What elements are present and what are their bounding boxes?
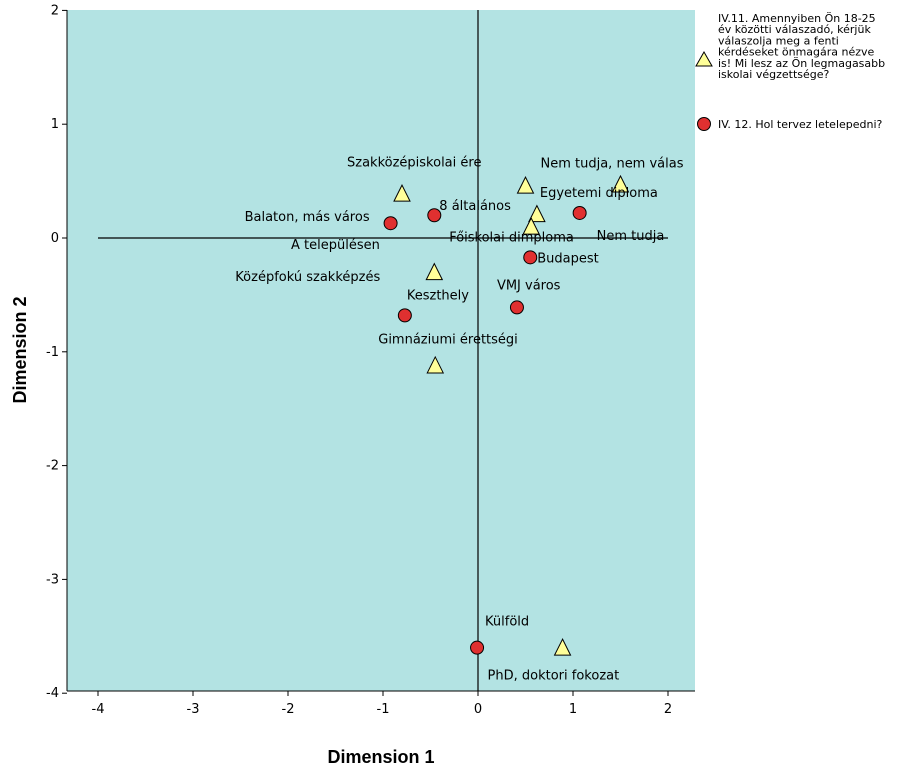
y-axis-title: Dimension 2 [10, 296, 30, 403]
triangle-point [553, 638, 572, 656]
legend-entry-text: IV.11. Amennyiben Ön 18-25 [718, 12, 876, 25]
point-label: Nem tudja, nem válas [541, 157, 684, 172]
point-label: Főiskolai dimploma [449, 231, 574, 246]
x-axis-title: Dimension 1 [327, 747, 434, 767]
point-label: Budapest [537, 251, 599, 266]
circle-point [470, 640, 485, 655]
point-label: 8 általános [439, 199, 511, 214]
legend-entry-text: IV. 12. Hol tervez letelepedni? [718, 118, 883, 131]
reference-lines [98, 10, 668, 691]
circle-point [383, 216, 398, 231]
triangle-point [426, 355, 445, 374]
point-label: A településen [291, 238, 380, 253]
x-tick-label: -4 [92, 702, 105, 717]
triangle-point [611, 174, 630, 193]
triangle-point [425, 262, 444, 281]
legend-entry-text: kérdéseket önmagára nézve [718, 46, 875, 59]
y-tick-label: -3 [46, 572, 59, 587]
triangle-point [516, 176, 535, 194]
y-tick-label: 2 [51, 3, 59, 18]
point-label: Keszthely [407, 288, 469, 303]
circle-point [427, 208, 442, 223]
legend-entry-text: év közötti válaszadó, kérjük [718, 23, 871, 36]
circle-point [397, 308, 412, 323]
legend-entry-text: is! Mi lesz az Ön legmagasabb [718, 57, 885, 70]
circle-point [523, 250, 538, 265]
legend-entry-text: válaszolja meg a fenti [718, 34, 839, 47]
point-label: PhD, doktori fokozat [488, 669, 620, 684]
legend-entry-text: iskolai végzettsége? [718, 68, 830, 81]
y-tick-label: -1 [46, 345, 59, 360]
point-label: VMJ város [497, 278, 561, 293]
x-tick-label: 0 [474, 702, 482, 717]
triangle-point [528, 204, 546, 223]
x-tick-label: -2 [282, 702, 295, 717]
point-label: Egyetemi diploma [540, 186, 658, 201]
legend-circle-marker [697, 117, 711, 131]
triangle-point [393, 183, 411, 202]
circle-point [572, 205, 587, 220]
point-label: Balaton, más város [245, 210, 370, 225]
point-label: Külföld [485, 615, 529, 630]
y-tick-label: -2 [46, 459, 59, 474]
x-tick-label: -1 [377, 702, 390, 717]
data-points [383, 174, 630, 656]
point-label: Nem tudja [597, 229, 665, 244]
point-labels: Szakközépiskolai ére Nem tudja, nem válas… [235, 156, 683, 684]
x-tick-label: 1 [569, 702, 577, 717]
plot-area [67, 10, 695, 691]
axes: -4 -3 -2 -1 0 1 2 -4 -3 -2 -1 0 1 2 [46, 3, 695, 717]
y-tick-label: 0 [51, 231, 59, 246]
circle-point [509, 300, 524, 315]
point-label: Gimnáziumi érettségi [378, 332, 518, 347]
point-label: Szakközépiskolai ére [347, 156, 481, 171]
x-tick-label: -3 [187, 702, 200, 717]
y-tick-label: 1 [51, 117, 59, 132]
point-label: Középfokú szakképzés [235, 270, 380, 285]
y-tick-label: -4 [46, 686, 59, 701]
x-tick-label: 2 [664, 702, 672, 717]
legend-triangle-marker [695, 50, 713, 67]
triangle-point [522, 217, 541, 235]
